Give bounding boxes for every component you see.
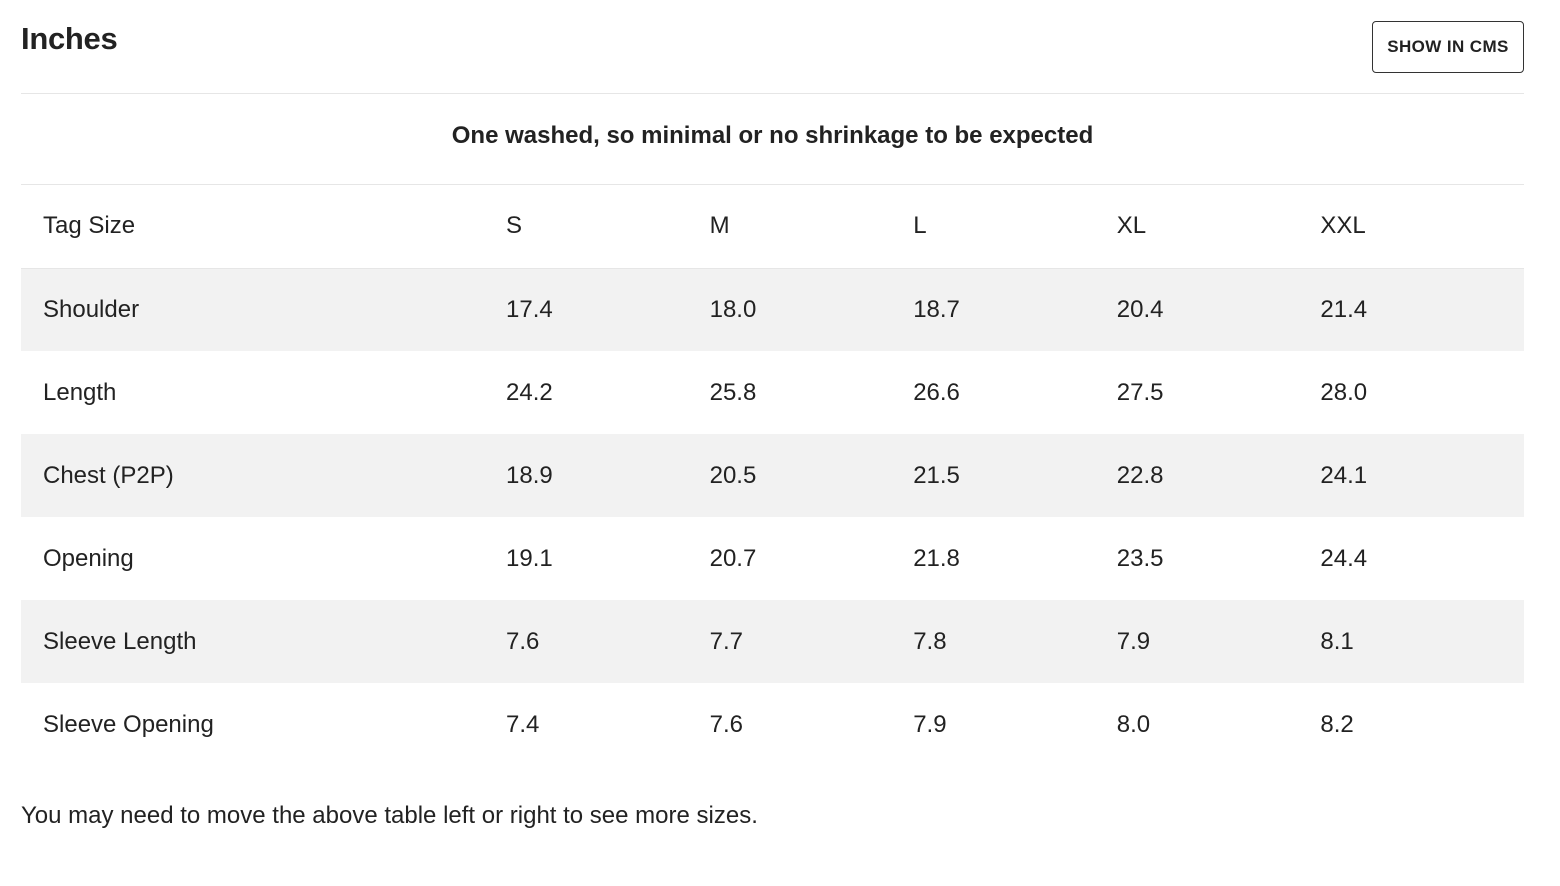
row-label: Sleeve Length — [43, 627, 197, 655]
column-header-s: S — [506, 185, 710, 269]
row-label: Length — [43, 378, 117, 406]
table-cell: 18.0 — [709, 295, 757, 323]
row-label: Sleeve Opening — [43, 710, 214, 738]
scroll-hint-text: You may need to move the above table lef… — [21, 802, 758, 829]
page-title: Inches — [21, 21, 118, 56]
table-cell: 24.4 — [1320, 544, 1368, 572]
table-cell: 24.1 — [1320, 461, 1368, 489]
table-cell: 17.4 — [506, 295, 553, 323]
show-in-cms-button[interactable]: SHOW IN CMS — [1372, 21, 1524, 73]
table-cell: 8.0 — [1116, 710, 1151, 738]
table-row-sleeve-length: Sleeve Length 7.6 7.7 7.8 7.9 8.1 — [21, 600, 1524, 683]
table-cell: 18.9 — [506, 461, 553, 489]
row-label: Opening — [43, 544, 134, 572]
shrinkage-note: One washed, so minimal or no shrinkage t… — [21, 94, 1524, 185]
column-header-m: M — [709, 185, 914, 269]
table-cell: 20.7 — [709, 544, 757, 572]
table-cell: 7.8 — [913, 627, 947, 655]
row-label: Shoulder — [43, 295, 140, 323]
table-cell: 28.0 — [1320, 378, 1368, 406]
table-cell: 18.7 — [913, 295, 960, 323]
table-row-shoulder: Shoulder 17.4 18.0 18.7 20.4 21.4 — [21, 268, 1524, 351]
size-table: Tag Size S M L XL XXL Shoulder 17.4 18.0… — [21, 185, 1524, 766]
table-cell: 27.5 — [1116, 378, 1164, 406]
table-cell: 25.8 — [709, 378, 757, 406]
table-cell: 7.6 — [506, 627, 540, 655]
table-cell: 20.5 — [709, 461, 757, 489]
table-cell: 26.6 — [913, 378, 960, 406]
table-cell: 8.2 — [1320, 710, 1354, 738]
column-header-xl: XL — [1116, 185, 1321, 269]
row-label: Chest (P2P) — [43, 461, 174, 489]
size-chart-header: Inches SHOW IN CMS — [21, 0, 1524, 94]
table-cell: 21.8 — [913, 544, 960, 572]
table-row-chest: Chest (P2P) 18.9 20.5 21.5 22.8 24.1 — [21, 434, 1524, 517]
table-cell: 22.8 — [1116, 461, 1164, 489]
table-cell: 7.9 — [913, 710, 947, 738]
table-cell: 20.4 — [1116, 295, 1164, 323]
table-cell: 7.7 — [709, 627, 743, 655]
table-cell: 8.1 — [1320, 627, 1354, 655]
column-header-l: L — [913, 185, 1117, 269]
column-header-xxl: XXL — [1320, 185, 1524, 269]
table-cell: 7.9 — [1116, 627, 1151, 655]
table-row-opening: Opening 19.1 20.7 21.8 23.5 24.4 — [21, 517, 1524, 600]
table-cell: 7.6 — [709, 710, 743, 738]
table-cell: 23.5 — [1116, 544, 1164, 572]
column-header-tag-size: Tag Size — [21, 185, 506, 269]
table-cell: 21.5 — [913, 461, 960, 489]
table-row-sleeve-opening: Sleeve Opening 7.4 7.6 7.9 8.0 8.2 — [21, 683, 1524, 766]
table-header-row: Tag Size S M L XL XXL — [21, 185, 1524, 269]
table-cell: 24.2 — [506, 378, 553, 406]
table-cell: 7.4 — [506, 710, 540, 738]
table-cell: 21.4 — [1320, 295, 1368, 323]
table-cell: 19.1 — [506, 544, 553, 572]
table-row-length: Length 24.2 25.8 26.6 27.5 28.0 — [21, 351, 1524, 434]
